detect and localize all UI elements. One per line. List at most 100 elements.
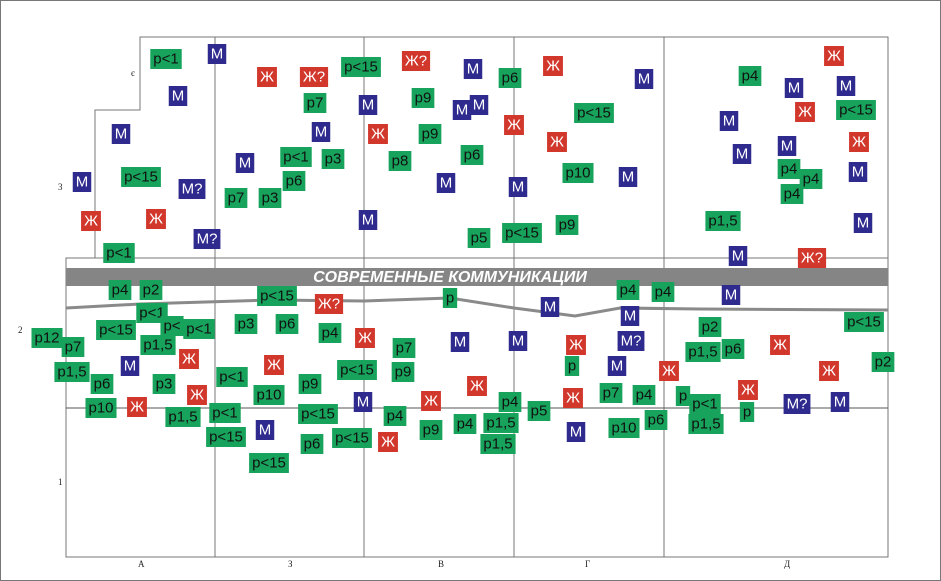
tag: р3 bbox=[258, 188, 282, 208]
tag-label: р<15 bbox=[505, 225, 539, 242]
tag-box bbox=[824, 46, 844, 66]
tag: М bbox=[168, 86, 188, 106]
tag: р<1 bbox=[150, 49, 182, 69]
tag: р<15 bbox=[206, 427, 246, 447]
tag: р<15 bbox=[836, 100, 876, 120]
tag-box bbox=[777, 159, 801, 179]
tag: р<1 bbox=[216, 367, 248, 387]
tag-label: р4 bbox=[781, 161, 798, 178]
tag-box bbox=[463, 59, 483, 79]
tag-label: р4 bbox=[784, 186, 801, 203]
tag-box bbox=[337, 360, 377, 380]
tag: р bbox=[675, 386, 691, 406]
tag: р<1 bbox=[689, 394, 721, 414]
tag: р<15 bbox=[502, 223, 542, 243]
tag-label: М bbox=[124, 358, 137, 375]
tag: Ж? bbox=[401, 51, 431, 71]
tag-label: М? bbox=[787, 396, 808, 413]
tag-label: М bbox=[172, 88, 185, 105]
tag: М? bbox=[193, 229, 221, 249]
tag-label: М bbox=[570, 424, 583, 441]
tag-label: Ж bbox=[190, 387, 204, 404]
tag-label: Ж bbox=[827, 48, 841, 65]
tag-label: Ж bbox=[470, 378, 484, 395]
tag-label: М bbox=[473, 97, 486, 114]
tag-box bbox=[540, 297, 560, 317]
tag-label: Ж? bbox=[303, 69, 325, 86]
tag-box bbox=[418, 124, 442, 144]
tag-box bbox=[608, 418, 640, 438]
tag-box bbox=[275, 314, 299, 334]
tag-box bbox=[797, 248, 827, 268]
tag: р6 bbox=[300, 434, 324, 454]
tag-box bbox=[498, 68, 522, 88]
tag-label: р3 bbox=[262, 190, 279, 207]
tag: р<1 bbox=[183, 319, 215, 339]
tag-label: р7 bbox=[65, 339, 82, 356]
tag-box bbox=[392, 338, 416, 358]
tag-box bbox=[383, 406, 407, 426]
tag-label: М bbox=[467, 61, 480, 78]
tag-box bbox=[146, 209, 166, 229]
tag-label: р6 bbox=[502, 70, 519, 87]
tag-label: р1,5 bbox=[168, 409, 197, 426]
tag-label: М bbox=[624, 308, 637, 325]
tag-label: р4 bbox=[322, 325, 339, 342]
tag-label: р1,5 bbox=[57, 364, 86, 381]
tag: р<15 bbox=[341, 57, 381, 77]
tag-box bbox=[450, 332, 470, 352]
column-label: Г bbox=[585, 559, 590, 569]
tag-box bbox=[566, 335, 586, 355]
tag-label: М bbox=[857, 215, 870, 232]
tag-label: М bbox=[76, 174, 89, 191]
tag-box bbox=[467, 376, 487, 396]
tag-label: М bbox=[788, 80, 801, 97]
tag-box bbox=[502, 223, 542, 243]
tag-box bbox=[341, 57, 381, 77]
tag-label: р4 bbox=[636, 387, 653, 404]
tag-box bbox=[574, 103, 614, 123]
tag-box bbox=[688, 414, 724, 434]
tag: р9 bbox=[298, 374, 322, 394]
tag: Ж bbox=[127, 397, 147, 417]
tag-label: М bbox=[852, 164, 865, 181]
tag-label: М bbox=[456, 102, 469, 119]
tag-box bbox=[85, 398, 117, 418]
tag-box bbox=[235, 153, 255, 173]
tag-label: р<15 bbox=[335, 430, 369, 447]
tag-box bbox=[795, 102, 815, 122]
tag-label: р1,5 bbox=[708, 213, 737, 230]
tag-label: р1,5 bbox=[483, 436, 512, 453]
tag: р<1 bbox=[209, 403, 241, 423]
tag-box bbox=[738, 66, 762, 86]
tag: М bbox=[607, 356, 627, 376]
tag: р bbox=[442, 288, 458, 308]
tag-label: р10 bbox=[565, 165, 590, 182]
tag: М bbox=[566, 422, 586, 442]
tag-box bbox=[675, 386, 691, 406]
tag: Ж bbox=[467, 376, 487, 396]
tag: р6 bbox=[460, 145, 484, 165]
tag-box bbox=[264, 355, 284, 375]
tag-box bbox=[871, 352, 895, 372]
tag-label: р7 bbox=[307, 95, 324, 112]
tag-label: р9 bbox=[423, 422, 440, 439]
tag-box bbox=[853, 213, 873, 233]
tag: р4 bbox=[616, 280, 640, 300]
tag-label: р<1 bbox=[219, 369, 244, 386]
tag-label: р4 bbox=[620, 282, 637, 299]
tag-box bbox=[257, 286, 297, 306]
tag: М bbox=[235, 153, 255, 173]
tag-label: р2 bbox=[143, 282, 160, 299]
tag-label: М bbox=[512, 333, 525, 350]
tag-box bbox=[257, 67, 277, 87]
tag-box bbox=[607, 356, 627, 376]
tag-label: Ж? bbox=[405, 53, 427, 70]
tag-label: р<15 bbox=[124, 169, 158, 186]
tag-label: р7 bbox=[603, 385, 620, 402]
tag-label: М? bbox=[182, 181, 203, 198]
tag-label: р<15 bbox=[847, 314, 881, 331]
tag-box bbox=[562, 163, 594, 183]
tag: р<15 bbox=[332, 428, 372, 448]
tag-box bbox=[799, 169, 823, 189]
